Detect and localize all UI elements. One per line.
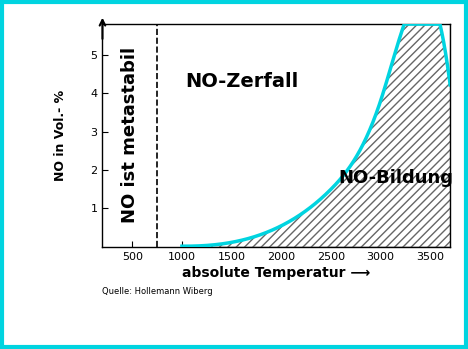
Polygon shape <box>182 24 450 247</box>
X-axis label: absolute Temperatur ⟶: absolute Temperatur ⟶ <box>182 266 371 280</box>
Text: NO in Vol.- %: NO in Vol.- % <box>54 90 67 181</box>
Text: Quelle: Hollemann Wiberg: Quelle: Hollemann Wiberg <box>102 287 213 296</box>
Text: NO-Zerfall: NO-Zerfall <box>185 72 298 91</box>
Text: NO-Bildung: NO-Bildung <box>338 169 453 187</box>
Text: NO ist metastabil: NO ist metastabil <box>121 47 139 223</box>
